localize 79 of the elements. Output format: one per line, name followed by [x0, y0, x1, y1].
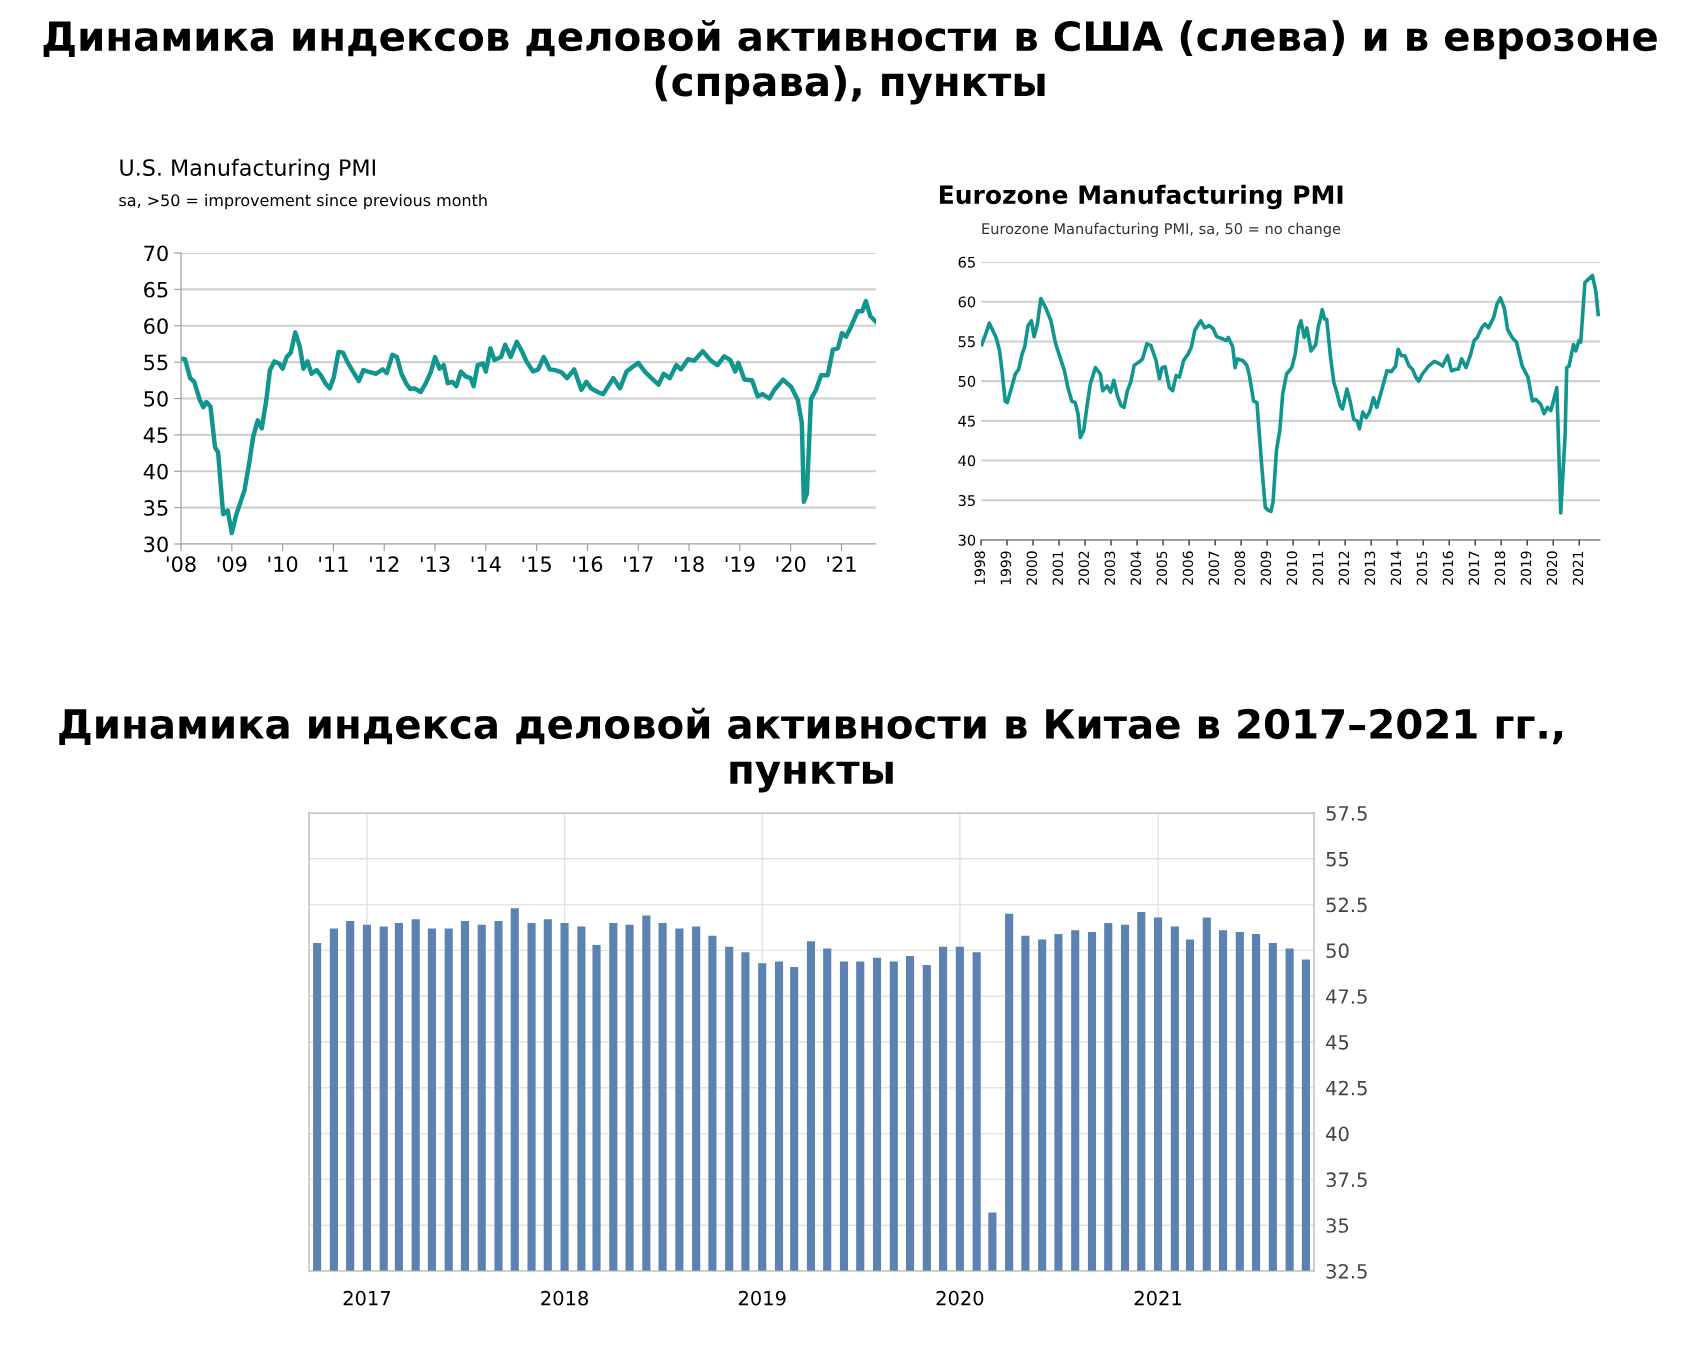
x-tick-label: '13: [420, 556, 450, 572]
x-tick-label: '17: [624, 556, 653, 572]
x-tick-label: 2018: [1494, 551, 1506, 585]
y-tick-label: 70: [144, 245, 168, 262]
y-tick-label: 37.5: [1326, 1172, 1367, 1188]
x-tick-label: 2017: [343, 1290, 391, 1306]
x-tick-label: '15: [522, 556, 551, 572]
x-tick-label: 2019: [738, 1290, 786, 1306]
y-tick-label: 40: [1326, 1126, 1349, 1142]
y-tick-label: 32.5: [1326, 1263, 1367, 1279]
line-series: [181, 298, 876, 536]
x-tick-label: 2021: [1134, 1290, 1181, 1306]
x-tick-label: 2020: [1546, 551, 1558, 585]
y-tick-label: 45: [958, 415, 975, 427]
x-tick-label: '10: [268, 556, 298, 572]
x-tick-label: '11: [319, 556, 348, 572]
y-tick-label: 40: [143, 463, 168, 480]
x-tick-label: 2013: [1364, 551, 1376, 585]
text: Динамика индексов деловой активности в США (слева) и в еврозоне (справа), пункты: [43, 20, 1657, 105]
chart-title: Динамика индекса деловой активности в Китае в 2017–2021 гг., пункты: [59, 707, 1562, 793]
x-tick-label: 2002: [1078, 551, 1090, 585]
x-tick-label: 2000: [1026, 551, 1038, 585]
y-tick-label: 65: [144, 281, 168, 298]
x-tick-label: '09: [217, 556, 247, 572]
y-tick-label: 42.5: [1326, 1080, 1367, 1096]
x-tick-label: '08: [166, 556, 196, 572]
x-tick-label: 2001: [1052, 551, 1064, 585]
x-tick-label: 2004: [1130, 551, 1142, 585]
y-tick-label: 50: [958, 375, 976, 387]
x-tick-label: '18: [674, 556, 704, 572]
x-tick-label: 2015: [1416, 551, 1428, 585]
x-tick-label: '21: [827, 556, 856, 572]
y-tick-label: 60: [144, 318, 168, 334]
x-tick-label: 2018: [541, 1290, 588, 1306]
y-tick-label: 45: [143, 427, 168, 444]
y-tick-label: 52.5: [1326, 897, 1367, 913]
y-tick-label: 55: [958, 336, 975, 348]
chart-subtitle: sa, >50 = improvement since previous month: [119, 193, 487, 210]
x-tick-label: '20: [776, 556, 806, 572]
x-tick-label: 2010: [1286, 551, 1298, 585]
x-tick-label: 2019: [1520, 551, 1532, 585]
x-tick-label: 2021: [1572, 551, 1584, 585]
y-tick-label: 45: [1326, 1035, 1349, 1050]
x-tick-label: 2011: [1312, 551, 1324, 585]
x-tick-label: 1999: [1000, 551, 1012, 585]
y-tick-label: 30: [144, 536, 168, 553]
x-tick-label: 2008: [1234, 551, 1246, 585]
x-tick-label: '14: [471, 556, 501, 572]
y-tick-label: 55: [144, 354, 168, 371]
x-tick-label: 2005: [1156, 551, 1168, 585]
y-tick-label: 60: [958, 296, 976, 308]
y-tick-label: 55: [1326, 852, 1349, 867]
x-tick-label: 1998: [974, 551, 986, 585]
x-tick-label: '19: [725, 556, 755, 572]
x-tick-label: 2007: [1208, 551, 1220, 585]
x-tick-label: 2017: [1468, 551, 1480, 585]
x-tick-label: 2003: [1104, 551, 1116, 585]
y-tick-label: 35: [958, 495, 975, 507]
x-tick-label: '12: [370, 556, 399, 572]
x-tick-label: 2020: [936, 1290, 984, 1306]
y-tick-label: 47.5: [1326, 989, 1367, 1004]
x-tick-label: 2014: [1390, 551, 1402, 585]
y-tick-label: 50: [144, 390, 168, 407]
y-tick-label: 35: [144, 500, 168, 516]
y-tick-label: 57.5: [1326, 806, 1367, 821]
x-tick-label: 2009: [1260, 551, 1272, 585]
chart-subtitle: Eurozone Manufacturing PMI, sa, 50 = no change: [982, 222, 1341, 237]
x-tick-label: 2012: [1338, 551, 1350, 585]
chart-title: Eurozone Manufacturing PMI: [939, 184, 1343, 210]
x-tick-label: '16: [573, 556, 603, 572]
y-tick-label: 50: [1326, 943, 1349, 959]
x-tick-label: 2006: [1182, 551, 1194, 585]
y-tick-label: 35: [1326, 1218, 1349, 1233]
y-tick-label: 40: [958, 455, 976, 467]
x-tick-label: 2016: [1442, 551, 1454, 585]
y-tick-label: 65: [958, 256, 975, 268]
y-tick-label: 30: [958, 534, 976, 546]
line-series: [981, 273, 1600, 515]
chart-title: U.S. Manufacturing PMI: [120, 158, 375, 181]
